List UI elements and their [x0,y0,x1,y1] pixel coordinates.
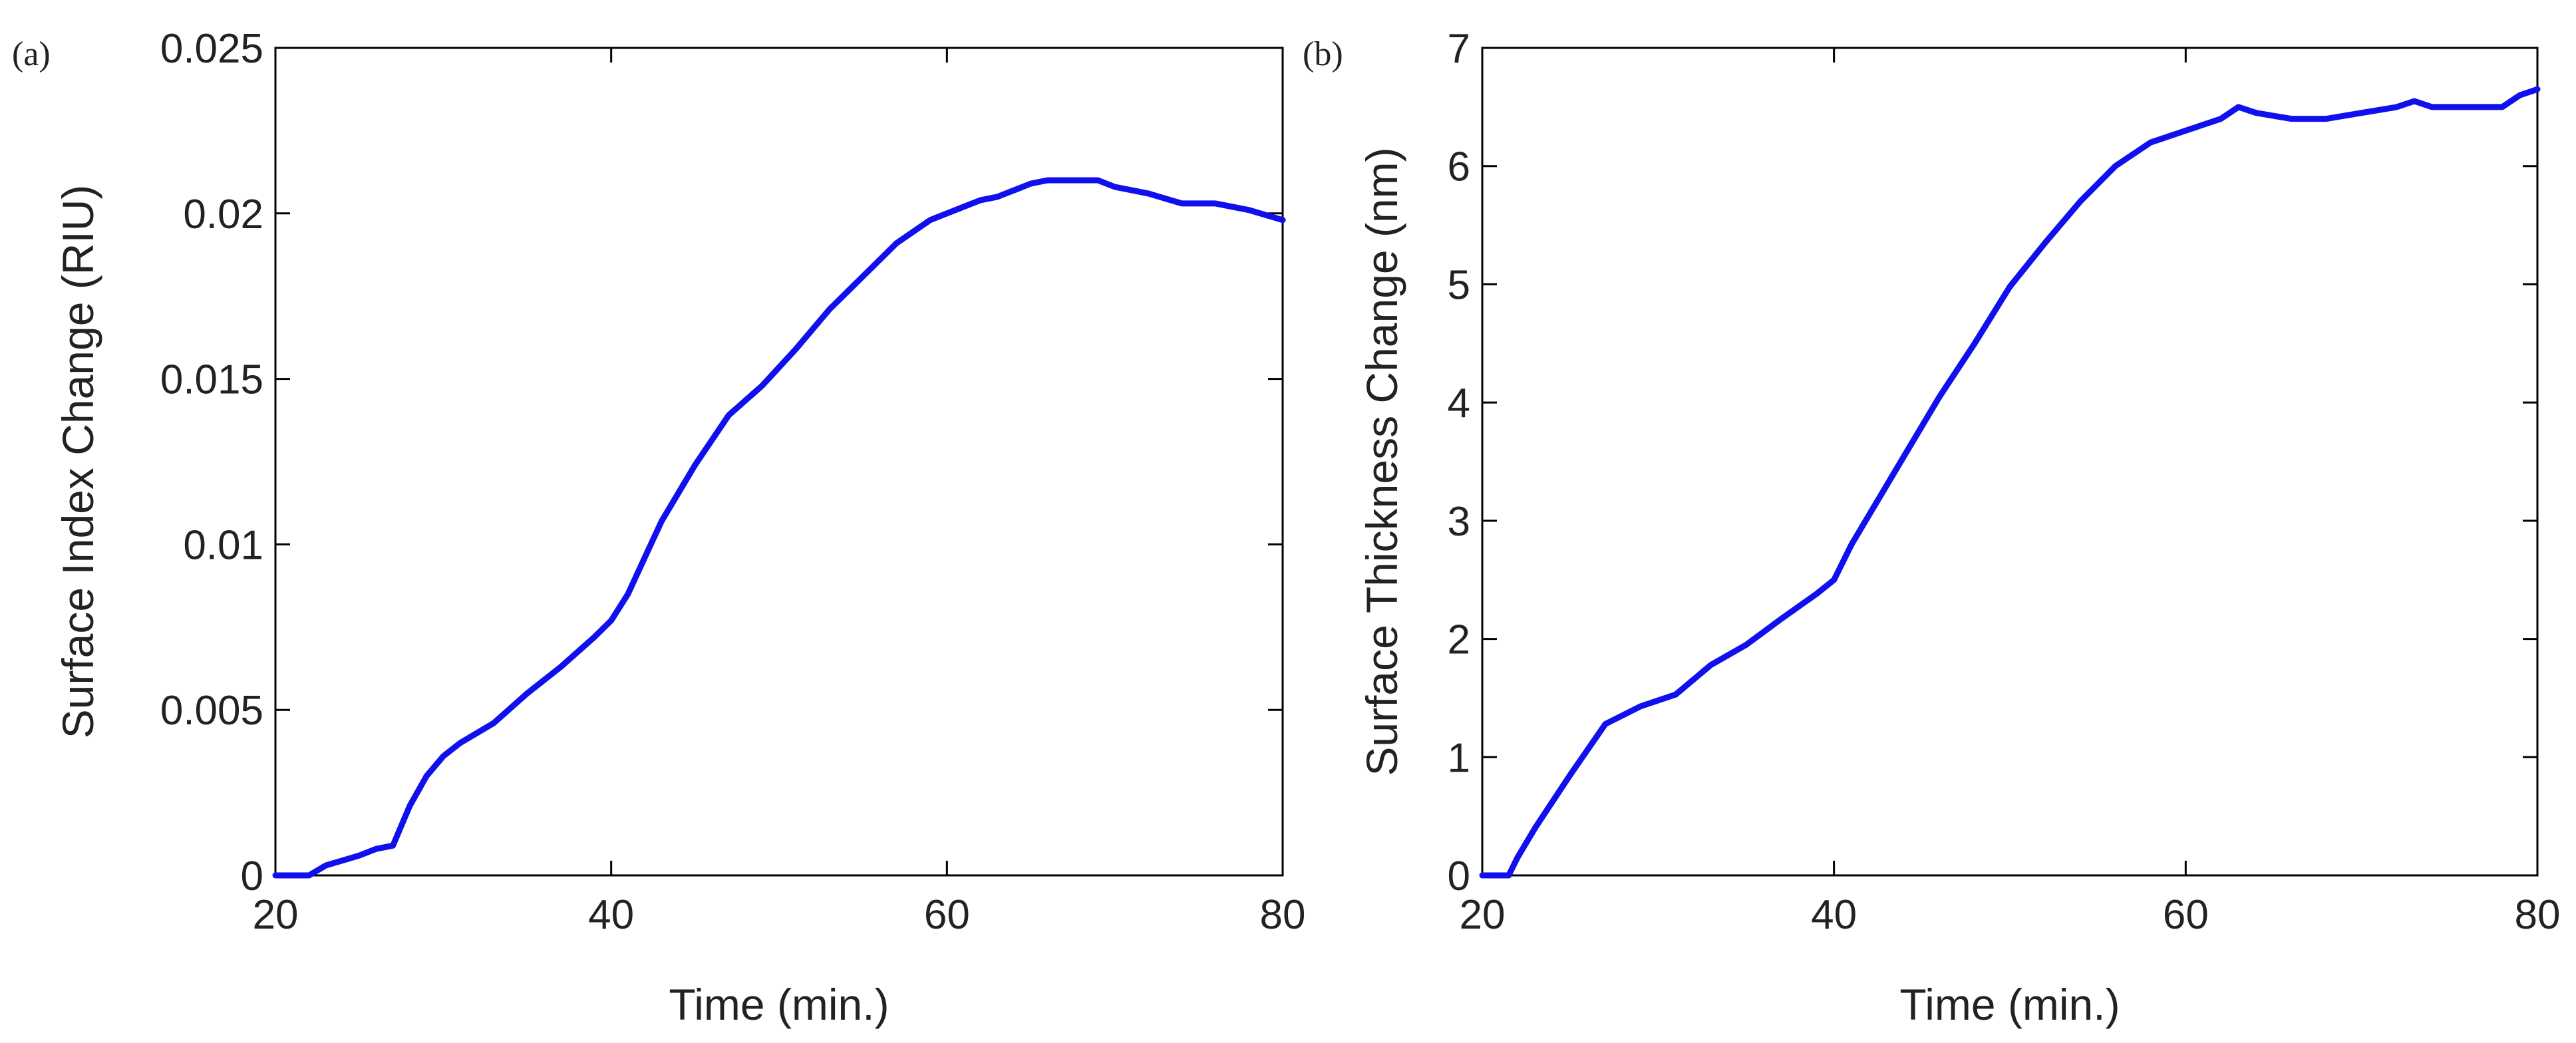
x-tick-label: 40 [1811,892,1857,938]
series-line [1479,86,2541,879]
y-tick-label: 2 [1448,617,1470,663]
x-tick-label: 20 [253,892,299,938]
y-tick-label: 0 [1448,853,1470,899]
y-tick-label: 5 [1448,262,1470,308]
series-line [272,177,1286,879]
x-axis-ticks: 20 40 60 80 [1460,48,2561,938]
x-tick-label: 20 [1460,892,1506,938]
x-axis-label: Time (min.) [1899,980,2120,1029]
y-tick-label: 6 [1448,144,1470,190]
y-axis-label: Surface Thickness Change (nm) [1357,147,1406,776]
series-group [1479,86,2541,879]
plot-area-frame [274,47,1284,877]
y-tick-label: 7 [1448,26,1470,72]
y-tick-label: 1 [1448,735,1470,781]
x-tick-label: 80 [1260,892,1306,938]
y-axis-label: Surface Index Change (RIU) [53,185,102,739]
chart-panel-a: (a) 0 0.005 0.01 0.015 0.02 0.025 20 40 60 80 Ti… [12,26,1305,1029]
panel-label-a: (a) [12,35,51,73]
y-axis-ticks: 0 0.005 0.01 0.015 0.02 0.025 [160,26,1283,899]
chart-panel-b: (b) 0 1 2 3 4 5 6 7 20 40 60 80 Time (min.) Surfac… [1303,26,2560,1029]
y-tick-label: 0.01 [183,522,263,568]
x-axis-label: Time (min.) [669,980,889,1029]
x-tick-label: 60 [924,892,970,938]
y-tick-label: 0 [241,853,263,899]
y-tick-label: 3 [1448,499,1470,545]
x-tick-label: 80 [2515,892,2561,938]
panel-label-b: (b) [1303,35,1343,73]
y-tick-label: 0.015 [160,357,263,403]
x-tick-label: 40 [588,892,634,938]
plot-area-frame [1481,47,2539,877]
x-tick-label: 60 [2163,892,2209,938]
x-axis-ticks: 20 40 60 80 [253,48,1306,938]
y-tick-label: 0.02 [183,192,263,237]
y-axis-ticks: 0 1 2 3 4 5 6 7 [1448,26,2537,899]
y-tick-label: 0.005 [160,688,263,734]
series-group [272,177,1286,879]
y-tick-label: 4 [1448,380,1470,426]
y-tick-label: 0.025 [160,26,263,72]
